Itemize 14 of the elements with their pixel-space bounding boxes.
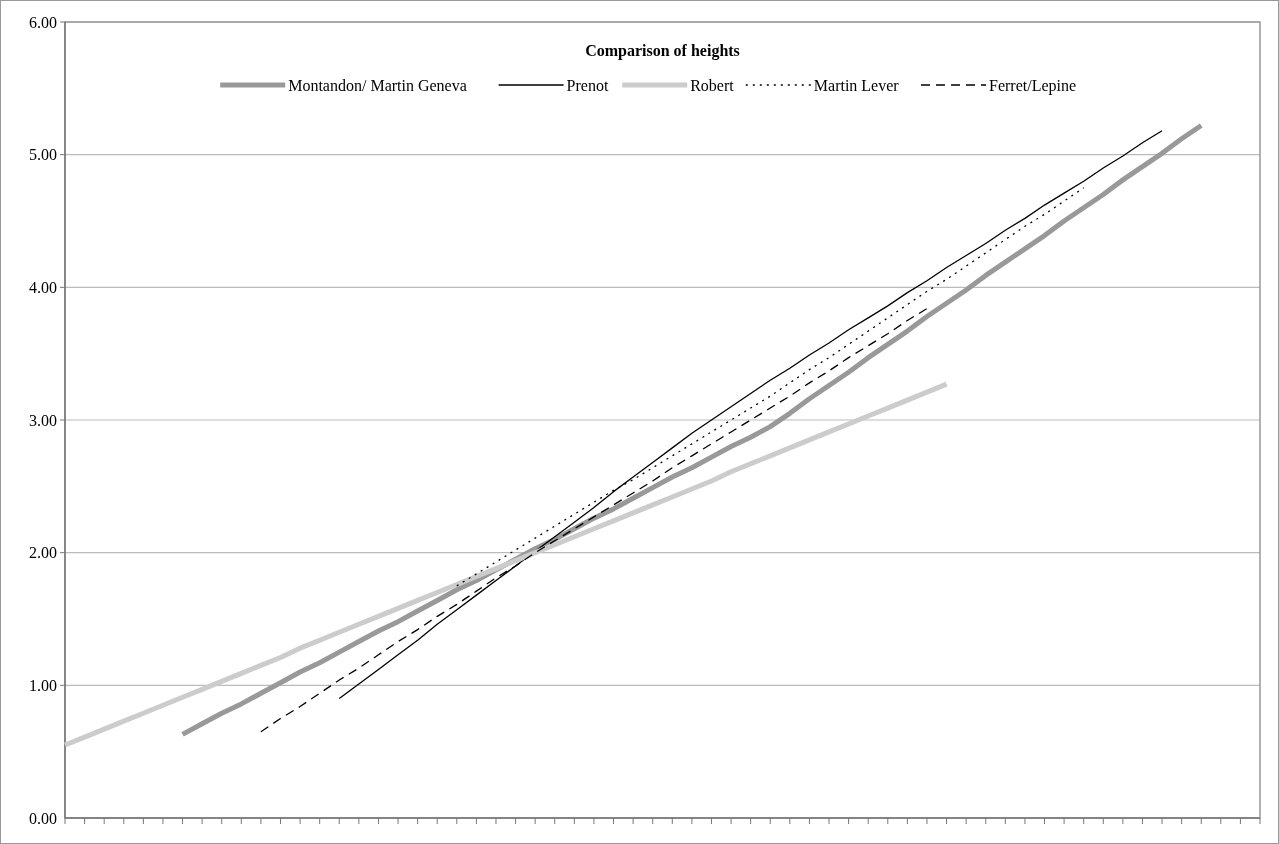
text: Comparison of heights bbox=[585, 42, 740, 60]
y-tick-label: 1.00 bbox=[29, 676, 57, 694]
legend-label: Montandon/ Martin Geneva bbox=[288, 76, 467, 94]
y-tick-label: 3.00 bbox=[29, 411, 57, 429]
y-tick-label: 2.00 bbox=[29, 544, 57, 562]
legend-label: Ferret/Lepine bbox=[989, 76, 1077, 95]
line-series bbox=[456, 187, 1085, 587]
legend-label: Martin Lever bbox=[813, 76, 900, 94]
y-tick-label: 5.00 bbox=[29, 146, 57, 164]
y-tick-label: 0.00 bbox=[29, 809, 57, 827]
legend-label: Prenot bbox=[566, 76, 609, 94]
legend-label: Robert bbox=[690, 76, 735, 94]
y-tick-label: 6.00 bbox=[29, 13, 57, 31]
y-tick-label: 4.00 bbox=[29, 278, 57, 296]
